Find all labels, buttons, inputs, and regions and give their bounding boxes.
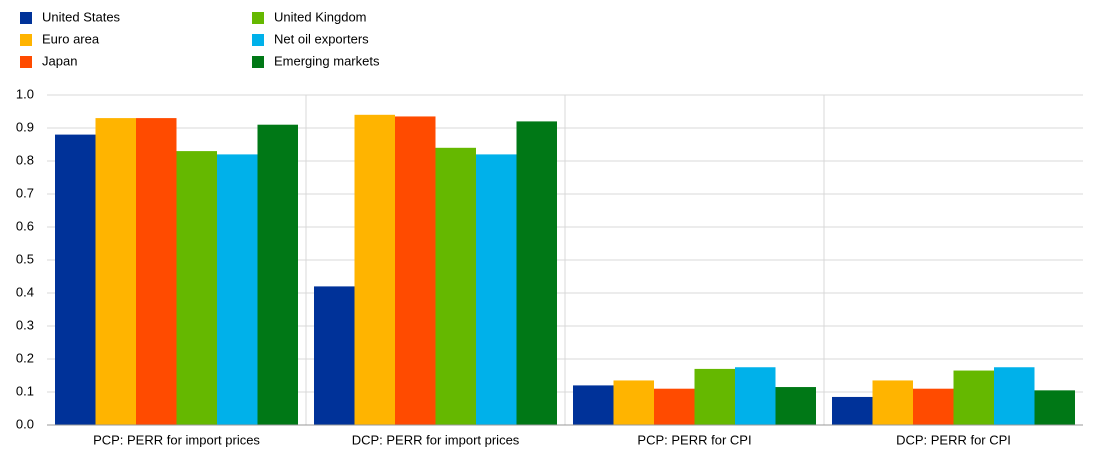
y-tick-label: 0.6: [16, 218, 34, 233]
legend-label: Euro area: [42, 31, 100, 46]
bar: [1034, 390, 1075, 425]
bar: [314, 286, 355, 425]
bar: [95, 118, 136, 425]
y-tick-label: 0.5: [16, 251, 34, 266]
legend-swatch: [252, 34, 264, 46]
legend-label: United Kingdom: [274, 9, 367, 24]
y-tick-label: 0.9: [16, 119, 34, 134]
bar: [953, 370, 994, 425]
x-tick-label: PCP: PERR for import prices: [93, 432, 260, 447]
bar: [435, 147, 476, 426]
bar: [395, 116, 436, 425]
legend-swatch: [20, 12, 32, 24]
y-tick-label: 0.0: [16, 416, 34, 431]
y-tick-label: 0.7: [16, 185, 34, 200]
bar: [654, 388, 695, 425]
bar: [55, 134, 96, 425]
x-tick-label: DCP: PERR for CPI: [896, 432, 1011, 447]
bar: [613, 380, 654, 425]
bar: [913, 388, 954, 425]
y-tick-label: 0.8: [16, 152, 34, 167]
x-tick-label: DCP: PERR for import prices: [352, 432, 520, 447]
y-tick-label: 0.1: [16, 383, 34, 398]
bar: [176, 151, 217, 425]
y-tick-label: 1.0: [16, 86, 34, 101]
bar: [775, 387, 816, 425]
y-tick-label: 0.4: [16, 284, 34, 299]
x-tick-label: PCP: PERR for CPI: [637, 432, 751, 447]
bar: [354, 114, 395, 426]
legend-swatch: [20, 56, 32, 68]
bar: [694, 368, 735, 425]
legend-swatch: [252, 12, 264, 24]
bar: [994, 367, 1035, 425]
bar: [735, 367, 776, 425]
bar: [476, 154, 517, 425]
legend-label: Net oil exporters: [274, 31, 369, 46]
bar: [257, 124, 298, 425]
legend-swatch: [20, 34, 32, 46]
legend-label: Emerging markets: [274, 53, 380, 68]
legend-label: United States: [42, 9, 121, 24]
bar: [136, 118, 177, 425]
y-tick-label: 0.2: [16, 350, 34, 365]
bar: [516, 121, 557, 426]
legend-swatch: [252, 56, 264, 68]
bar: [217, 154, 258, 425]
bar: [573, 385, 614, 425]
bar: [872, 380, 913, 425]
bar: [832, 396, 873, 425]
y-tick-label: 0.3: [16, 317, 34, 332]
legend-label: Japan: [42, 53, 77, 68]
